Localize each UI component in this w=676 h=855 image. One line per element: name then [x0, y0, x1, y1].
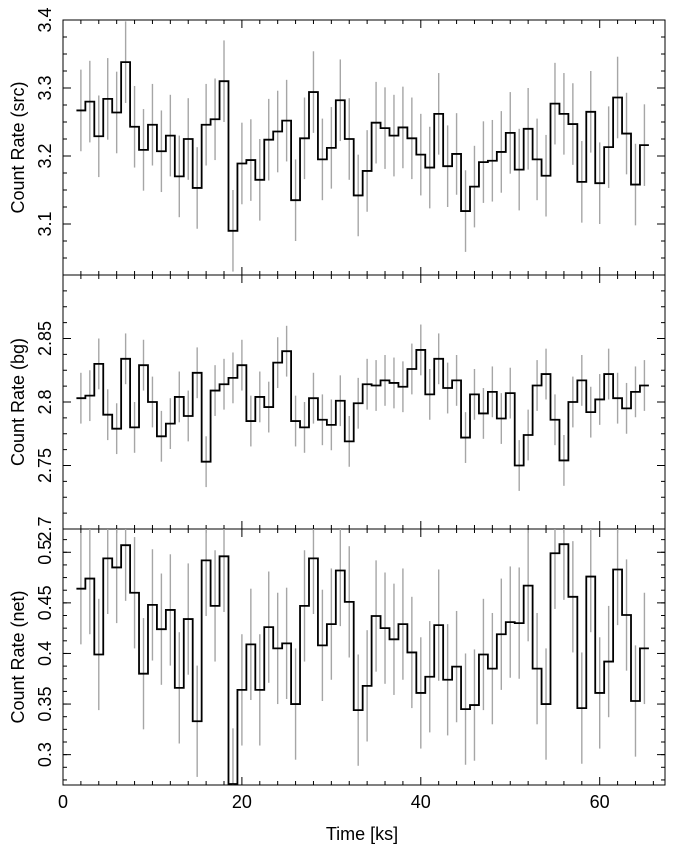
panel-src: 3.1 3.2 3.3 3.4 Count Rate (src)	[8, 7, 666, 276]
x-tick-label: 0	[58, 792, 68, 812]
x-axis-label: Time [ks]	[326, 824, 398, 844]
plot-frame-src	[62, 19, 666, 276]
y-axis-label-src: Count Rate (src)	[8, 81, 28, 213]
plot-frame-net	[62, 528, 666, 786]
step-line-src	[76, 61, 649, 232]
x-tick-label: 60	[590, 792, 610, 812]
panel-net: 0.3 0.35 0.4 0.45 0.5 Count Rate (net) 0 20 40 60	[8, 528, 666, 812]
y-tick-label-net: 0.35	[35, 687, 55, 722]
y-tick-label-net: 0.4	[35, 641, 55, 666]
y-tick-label-src: 3.1	[35, 211, 55, 236]
y-tick-label-src: 3.2	[35, 143, 55, 168]
y-tick-label-bg: 2.75	[35, 448, 55, 483]
y-tick-label-net: 0.45	[35, 585, 55, 620]
y-tick-label-net: 0.3	[35, 742, 55, 767]
y-tick-label-bg: 2.7	[35, 516, 55, 541]
y-axis-label-net: Count Rate (net)	[8, 590, 28, 723]
panel-bg: 2.75 2.8 2.85 2.7 Count Rate (bg)	[8, 274, 666, 542]
y-tick-label-src: 3.4	[35, 7, 55, 32]
y-tick-label-src: 3.3	[35, 75, 55, 100]
y-tick-label-net: 0.5	[35, 540, 55, 565]
x-tick-label: 20	[232, 792, 252, 812]
step-line-net	[76, 543, 649, 785]
step-line-bg	[76, 349, 649, 467]
y-tick-label-bg: 2.8	[35, 389, 55, 414]
y-axis-label-bg: Count Rate (bg)	[8, 338, 28, 466]
y-tick-label-bg: 2.85	[35, 321, 55, 356]
x-tick-label: 40	[411, 792, 431, 812]
